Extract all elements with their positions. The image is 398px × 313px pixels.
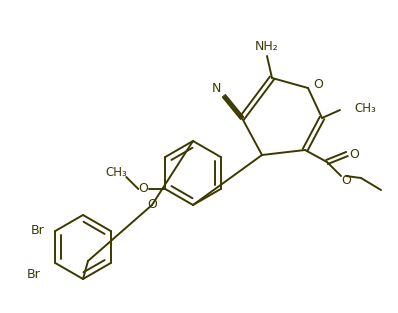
Text: Br: Br bbox=[27, 268, 41, 280]
Text: NH₂: NH₂ bbox=[255, 40, 279, 54]
Text: CH₃: CH₃ bbox=[354, 101, 376, 115]
Text: O: O bbox=[341, 173, 351, 187]
Text: N: N bbox=[211, 81, 220, 95]
Text: O: O bbox=[349, 147, 359, 161]
Text: O: O bbox=[147, 198, 157, 212]
Text: O: O bbox=[139, 182, 148, 196]
Text: CH₃: CH₃ bbox=[105, 167, 127, 179]
Text: O: O bbox=[313, 79, 323, 91]
Text: Br: Br bbox=[31, 224, 44, 238]
